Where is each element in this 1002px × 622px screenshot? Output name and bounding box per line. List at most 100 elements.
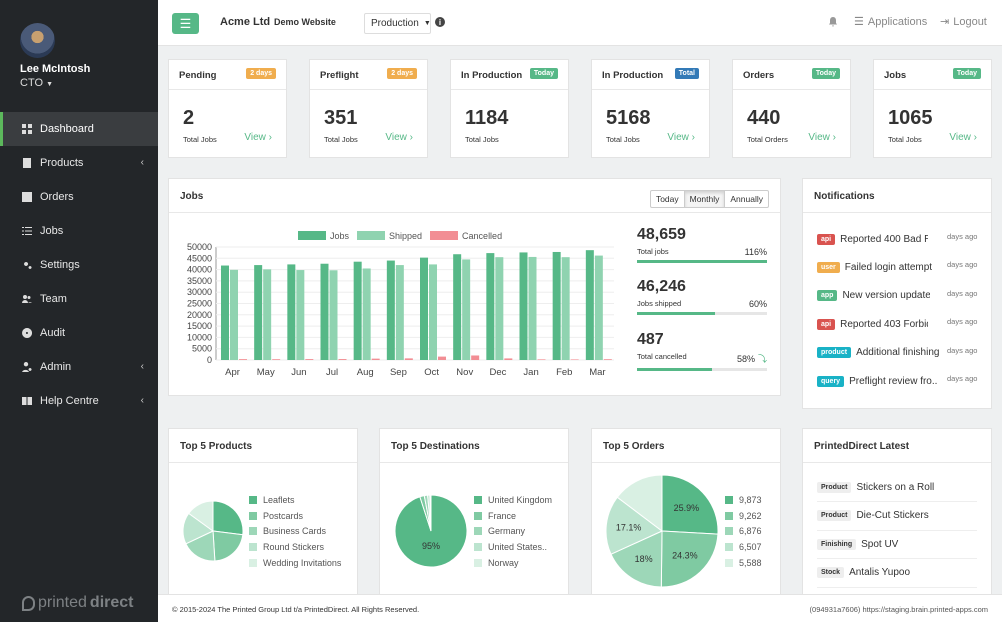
bar-shipped[interactable] bbox=[462, 259, 471, 360]
sidebar-item-products[interactable]: Products ‹ bbox=[0, 146, 158, 180]
notification-item[interactable]: app New version update days ago bbox=[817, 282, 981, 310]
sidebar-item-team[interactable]: Team bbox=[0, 282, 158, 316]
bar-shipped[interactable] bbox=[296, 270, 305, 360]
bar-jobs[interactable] bbox=[254, 265, 263, 360]
pie-legend-item[interactable]: Germany bbox=[474, 524, 552, 540]
pie-legend-item[interactable]: Round Stickers bbox=[249, 539, 341, 555]
latest-item[interactable]: Stock Antalis Yupoo bbox=[817, 559, 977, 588]
bar-jobs[interactable] bbox=[320, 263, 329, 360]
latest-item[interactable]: Product Stickers on a Roll bbox=[817, 473, 977, 502]
pie-legend-item[interactable]: Norway bbox=[474, 555, 552, 571]
view-link[interactable]: View › bbox=[385, 132, 413, 143]
sidebar-item-audit[interactable]: Audit bbox=[0, 316, 158, 350]
view-link[interactable]: View › bbox=[667, 132, 695, 143]
pie-legend-item[interactable]: Business Cards bbox=[249, 524, 341, 540]
bar-jobs[interactable] bbox=[353, 261, 362, 360]
notification-item[interactable]: user Failed login attempt days ago bbox=[817, 253, 981, 281]
bar-cancelled[interactable] bbox=[305, 359, 314, 360]
tab-today[interactable]: Today bbox=[651, 191, 685, 207]
notification-item[interactable]: api Reported 400 Bad R... days ago bbox=[817, 225, 981, 253]
pie-legend-item[interactable]: Wedding Invitations bbox=[249, 555, 341, 571]
pie-slice[interactable] bbox=[606, 496, 663, 555]
bar-shipped[interactable] bbox=[594, 255, 603, 360]
bar-shipped[interactable] bbox=[528, 256, 537, 360]
bar-jobs[interactable] bbox=[486, 253, 495, 360]
menu-toggle-button[interactable]: ☰ bbox=[172, 13, 199, 34]
bar-cancelled[interactable] bbox=[603, 359, 612, 360]
bar-cancelled[interactable] bbox=[338, 359, 347, 360]
applications-link[interactable]: ☰ Applications bbox=[854, 15, 927, 29]
logout-link[interactable]: ⇥ Logout bbox=[940, 15, 987, 29]
pie-slice[interactable] bbox=[616, 475, 663, 533]
bar-shipped[interactable] bbox=[230, 269, 238, 360]
bar-jobs[interactable] bbox=[221, 265, 229, 360]
bar-jobs[interactable] bbox=[420, 257, 428, 360]
view-link[interactable]: View › bbox=[808, 132, 836, 143]
pie-legend-item[interactable]: 9,873 bbox=[725, 492, 762, 508]
bar-cancelled[interactable] bbox=[239, 359, 247, 360]
bar-shipped[interactable] bbox=[395, 265, 404, 360]
user-role-dropdown[interactable]: CTO ▼ bbox=[20, 77, 53, 89]
bar-cancelled[interactable] bbox=[438, 356, 446, 360]
pie-legend-item[interactable]: France bbox=[474, 508, 552, 524]
bar-shipped[interactable] bbox=[495, 257, 504, 360]
bar-cancelled[interactable] bbox=[504, 358, 513, 360]
pie-slice[interactable] bbox=[429, 495, 432, 532]
notification-item[interactable]: query Preflight review fro... days ago bbox=[817, 367, 981, 395]
sidebar-item-dashboard[interactable]: Dashboard bbox=[0, 112, 158, 146]
bar-cancelled[interactable] bbox=[272, 359, 281, 360]
bar-shipped[interactable] bbox=[429, 264, 437, 360]
latest-item[interactable]: Product Die-Cut Stickers bbox=[817, 502, 977, 531]
pie-slice[interactable] bbox=[660, 530, 718, 587]
pie-legend-item[interactable]: 5,588 bbox=[725, 555, 762, 571]
sidebar-item-help-centre[interactable]: Help Centre ‹ bbox=[0, 384, 158, 418]
pie-slice[interactable] bbox=[212, 501, 243, 536]
pie-slice[interactable] bbox=[661, 475, 718, 535]
notification-text: Reported 403 Forbid... bbox=[840, 318, 928, 330]
legend-item[interactable]: Shipped bbox=[357, 231, 422, 241]
bar-shipped[interactable] bbox=[329, 270, 338, 360]
bar-cancelled[interactable] bbox=[471, 355, 480, 360]
view-link[interactable]: View › bbox=[949, 132, 977, 143]
info-icon[interactable]: i bbox=[435, 17, 445, 27]
pie-slice[interactable] bbox=[188, 501, 214, 532]
sidebar-item-jobs[interactable]: Jobs bbox=[0, 214, 158, 248]
pie-legend-item[interactable]: 9,262 bbox=[725, 508, 762, 524]
bar-shipped[interactable] bbox=[362, 268, 371, 360]
tab-monthly[interactable]: Monthly bbox=[684, 191, 726, 207]
bar-jobs[interactable] bbox=[287, 264, 296, 360]
legend-item[interactable]: Cancelled bbox=[430, 231, 502, 241]
bar-cancelled[interactable] bbox=[570, 359, 579, 360]
view-link[interactable]: View › bbox=[244, 132, 272, 143]
pie-legend-item[interactable]: Postcards bbox=[249, 508, 341, 524]
bar-jobs[interactable] bbox=[386, 260, 395, 360]
sidebar-item-admin[interactable]: Admin ‹ bbox=[0, 350, 158, 384]
bell-icon[interactable] bbox=[827, 16, 839, 28]
pie-legend-item[interactable]: Leaflets bbox=[249, 492, 341, 508]
tab-annually[interactable]: Annually bbox=[730, 194, 763, 204]
bar-jobs[interactable] bbox=[585, 250, 594, 360]
avatar[interactable] bbox=[20, 23, 55, 58]
latest-item[interactable]: Finishing Spot UV bbox=[817, 530, 977, 559]
environment-select[interactable]: Production ▼ bbox=[364, 13, 431, 34]
pie-legend-item[interactable]: United States.. bbox=[474, 539, 552, 555]
bar-jobs[interactable] bbox=[519, 252, 528, 360]
bar-jobs[interactable] bbox=[453, 254, 462, 360]
sidebar-item-orders[interactable]: Orders bbox=[0, 180, 158, 214]
pie-legend-item[interactable]: United Kingdom bbox=[474, 492, 552, 508]
bar-cancelled[interactable] bbox=[537, 359, 546, 360]
top-orders-pie: 25.9% 24.3% 18% 17.1% bbox=[606, 475, 718, 587]
legend-item[interactable]: Jobs bbox=[298, 231, 349, 241]
bar-cancelled[interactable] bbox=[371, 358, 380, 360]
notification-item[interactable]: product Additional finishing days ago bbox=[817, 339, 981, 367]
bar-cancelled[interactable] bbox=[404, 358, 413, 360]
pie-slice[interactable] bbox=[610, 530, 663, 587]
bar-shipped[interactable] bbox=[263, 269, 272, 360]
pie-legend-item[interactable]: 6,507 bbox=[725, 539, 762, 555]
bar-shipped[interactable] bbox=[561, 257, 570, 360]
bar-jobs[interactable] bbox=[552, 251, 561, 360]
pie-legend-item[interactable]: 6,876 bbox=[725, 524, 762, 540]
sidebar-item-settings[interactable]: Settings bbox=[0, 248, 158, 282]
pie-slice[interactable] bbox=[212, 530, 243, 561]
